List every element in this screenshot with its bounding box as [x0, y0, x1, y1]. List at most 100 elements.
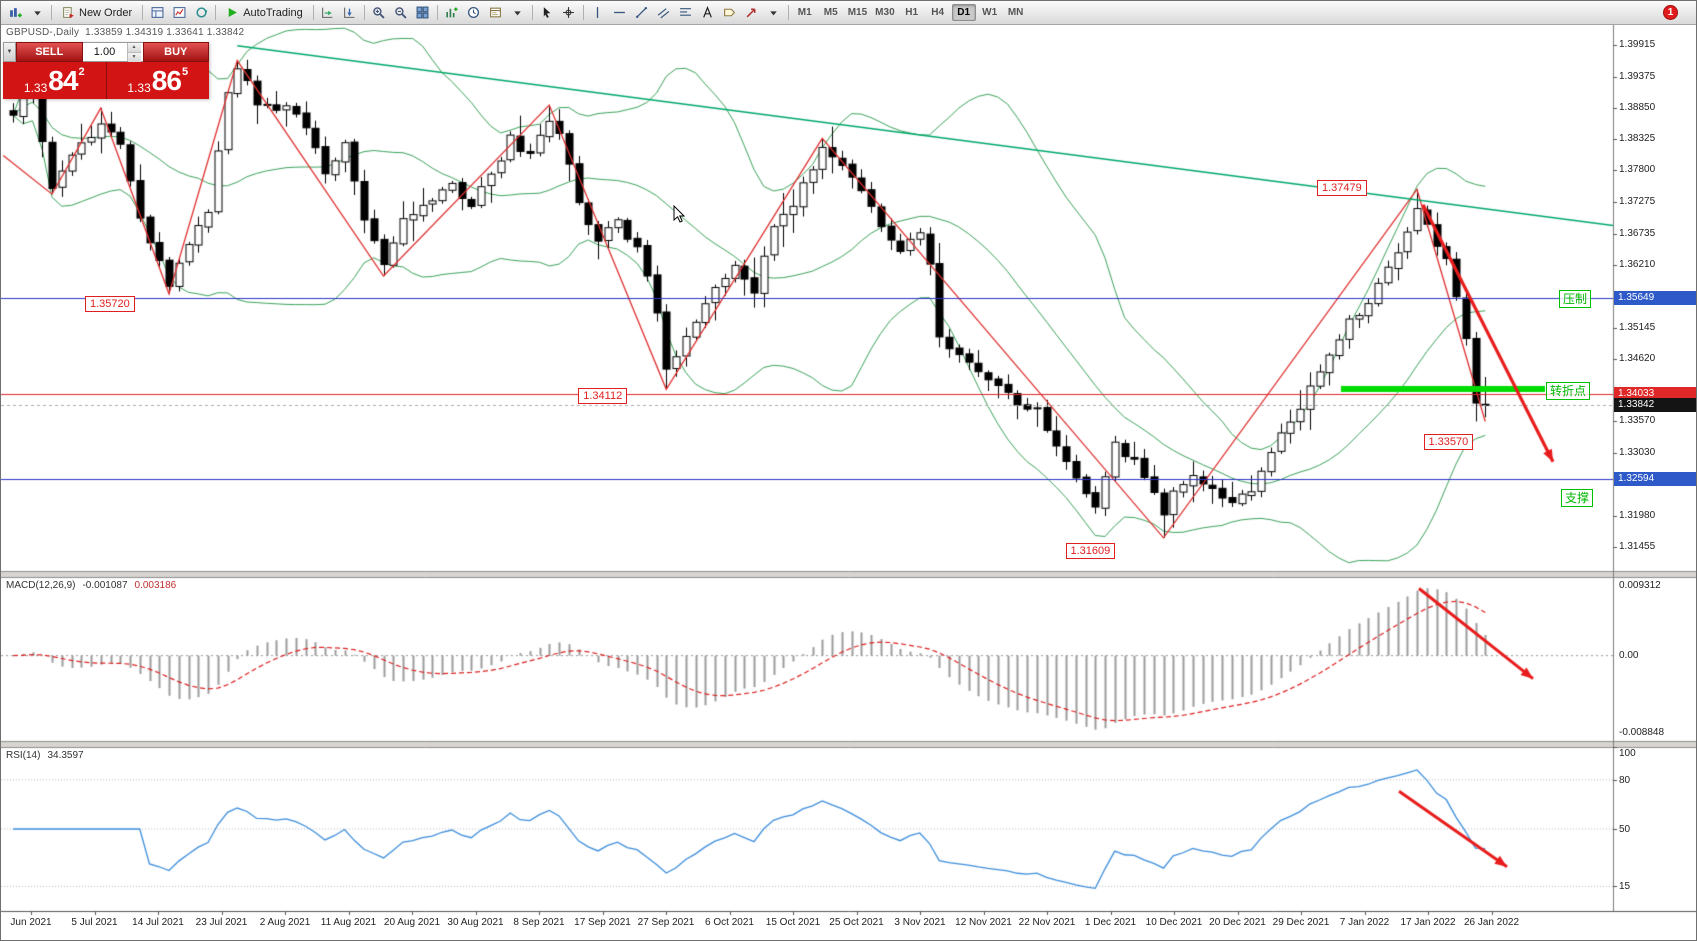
time-axis-label: 15 Oct 2021 — [765, 917, 821, 928]
time-axis-label: 29 Dec 2021 — [1272, 917, 1330, 928]
time-axis-label: 8 Sep 2021 — [513, 917, 565, 928]
time-axis-label: 3 Nov 2021 — [894, 917, 946, 928]
buy-price-pip: 5 — [181, 66, 189, 78]
caret-down-icon — [770, 11, 777, 16]
play-icon — [228, 7, 238, 18]
arrows-icon — [746, 8, 756, 18]
buy-price-button[interactable]: 1.33 86 5 — [106, 62, 209, 99]
timeframe-mn-button[interactable]: MN — [1007, 7, 1024, 18]
templates-button[interactable] — [485, 3, 507, 23]
fibonacci-tool-button[interactable] — [675, 3, 697, 23]
timeframe-m1-button[interactable]: M1 — [797, 7, 812, 18]
time-axis-label: 17 Sep 2021 — [574, 917, 631, 928]
time-axis-label: 11 Aug 2021 — [320, 917, 377, 928]
new-chart-menu-button[interactable] — [26, 3, 48, 23]
sell-price-prefix: 1.33 — [23, 81, 48, 95]
vertical-line-tool-button[interactable] — [587, 3, 609, 23]
sell-price-pip: 2 — [78, 66, 85, 78]
price-chart-canvas[interactable] — [1, 25, 1696, 940]
rsi-value: 34.3597 — [47, 750, 84, 761]
price-axis-tick: 1.37800 — [1619, 164, 1656, 176]
annotation-label: 压制 — [1559, 290, 1592, 309]
time-axis-label: 23 Jul 2021 — [195, 917, 248, 928]
crosshair-tool-button[interactable] — [558, 3, 580, 23]
chart-shift-button[interactable] — [317, 3, 339, 23]
arrows-menu-button[interactable] — [763, 3, 785, 23]
price-flag-label: 1.31609 — [1065, 542, 1116, 559]
oct-top-row: ▼ SELL ▲ ▼ BUY — [3, 42, 209, 63]
timeframe-m5-button[interactable]: M5 — [823, 7, 838, 18]
indicators-button[interactable] — [441, 3, 463, 23]
buy-price-main: 86 — [151, 64, 182, 96]
new-order-button[interactable]: New Order — [55, 3, 139, 23]
price-axis-tick: 1.39375 — [1619, 70, 1656, 82]
new-chart-button[interactable] — [4, 3, 26, 23]
time-axis-label: 27 Sep 2021 — [637, 917, 695, 928]
chart-window-button[interactable] — [168, 3, 190, 23]
price-axis-tick: 1.31980 — [1619, 509, 1656, 521]
timeframe-h1-button[interactable]: H1 — [905, 7, 919, 18]
timeframe-m15-button[interactable]: M15 — [847, 7, 868, 18]
buy-button[interactable]: BUY — [142, 42, 209, 62]
cursor-tool-button[interactable] — [536, 3, 558, 23]
time-axis-label: 6 Oct 2021 — [705, 917, 754, 928]
toolbar-separator — [51, 5, 52, 20]
text-icon — [703, 6, 713, 18]
sell-price-button[interactable]: 1.33 84 2 — [3, 62, 107, 99]
timeframe-h4-button[interactable]: H4 — [931, 7, 945, 18]
label-tool-button[interactable] — [719, 3, 741, 23]
price-axis-tick: 1.36210 — [1619, 258, 1656, 270]
channel-tool-button[interactable] — [653, 3, 675, 23]
text-tool-button[interactable] — [697, 3, 719, 23]
toolbar-separator — [582, 5, 584, 20]
time-axis-label: 5 Jul 2021 — [71, 917, 118, 928]
autotrading-button[interactable]: AutoTrading — [219, 3, 310, 23]
toolbar-buttons: New Order AutoTrading M1 M5 M15 M30 H1 H4 D1 W1 MN — [4, 3, 1029, 23]
caret-down-icon — [514, 11, 521, 16]
chart-symbol-label: GBPUSD-,Daily 1.33859 1.34319 1.33641 1.… — [6, 27, 244, 38]
macd-signal-value: 0.003186 — [134, 580, 177, 591]
price-flag-label: 1.35720 — [85, 295, 135, 312]
volume-input[interactable] — [82, 43, 127, 61]
trendline-tool-button[interactable] — [631, 3, 653, 23]
horizontal-line-tool-button[interactable] — [609, 3, 631, 23]
timeframe-m30-button[interactable]: M30 — [875, 7, 895, 18]
price-axis-tick: 1.36735 — [1619, 227, 1656, 239]
timeframe-d1-button[interactable]: D1 — [951, 4, 976, 21]
zoom-in-icon — [373, 7, 385, 19]
toolbar-separator — [531, 5, 533, 20]
tile-windows-button[interactable] — [412, 3, 434, 23]
zoom-out-button[interactable] — [390, 3, 412, 23]
mouse-cursor — [673, 205, 686, 223]
macd-indicator-label: MACD(12,26,9) -0.001087 0.003186 — [6, 580, 183, 591]
toolbar-separator — [312, 5, 314, 20]
zoom-out-icon — [395, 7, 407, 19]
label-icon — [724, 8, 736, 17]
oct-collapse-button[interactable]: ▼ — [3, 42, 16, 62]
timeframe-w1-button[interactable]: W1 — [982, 7, 998, 18]
price-axis-tick: 1.38325 — [1619, 133, 1656, 145]
new-order-icon — [63, 7, 74, 18]
crosshair-icon — [563, 7, 575, 18]
profiles-button[interactable] — [146, 3, 168, 23]
time-axis-label: 17 Jan 2022 — [1400, 917, 1456, 928]
volume-up-button[interactable]: ▲ — [127, 43, 141, 53]
price-axis-tick: 1.31455 — [1619, 540, 1656, 552]
autotrading-label: AutoTrading — [243, 6, 303, 19]
refresh-button[interactable] — [190, 3, 212, 23]
zoom-in-button[interactable] — [368, 3, 390, 23]
auto-scroll-button[interactable] — [339, 3, 361, 23]
price-axis-badge: 1.32594 — [1614, 472, 1696, 487]
templates-menu-button[interactable] — [507, 3, 529, 23]
periods-button[interactable] — [463, 3, 485, 23]
sell-button[interactable]: SELL — [16, 42, 83, 62]
toolbar-separator — [363, 5, 365, 20]
price-axis-tick: 1.37275 — [1619, 195, 1656, 207]
auto-scroll-icon — [344, 7, 355, 18]
chart-area: GBPUSD-,Daily 1.33859 1.34319 1.33641 1.… — [1, 25, 1696, 940]
notification-badge[interactable]: 1 — [1663, 5, 1678, 20]
oct-price-row: 1.33 84 2 1.33 86 5 — [3, 62, 209, 99]
arrows-tool-button[interactable] — [741, 3, 763, 23]
layout-icon — [151, 7, 164, 18]
